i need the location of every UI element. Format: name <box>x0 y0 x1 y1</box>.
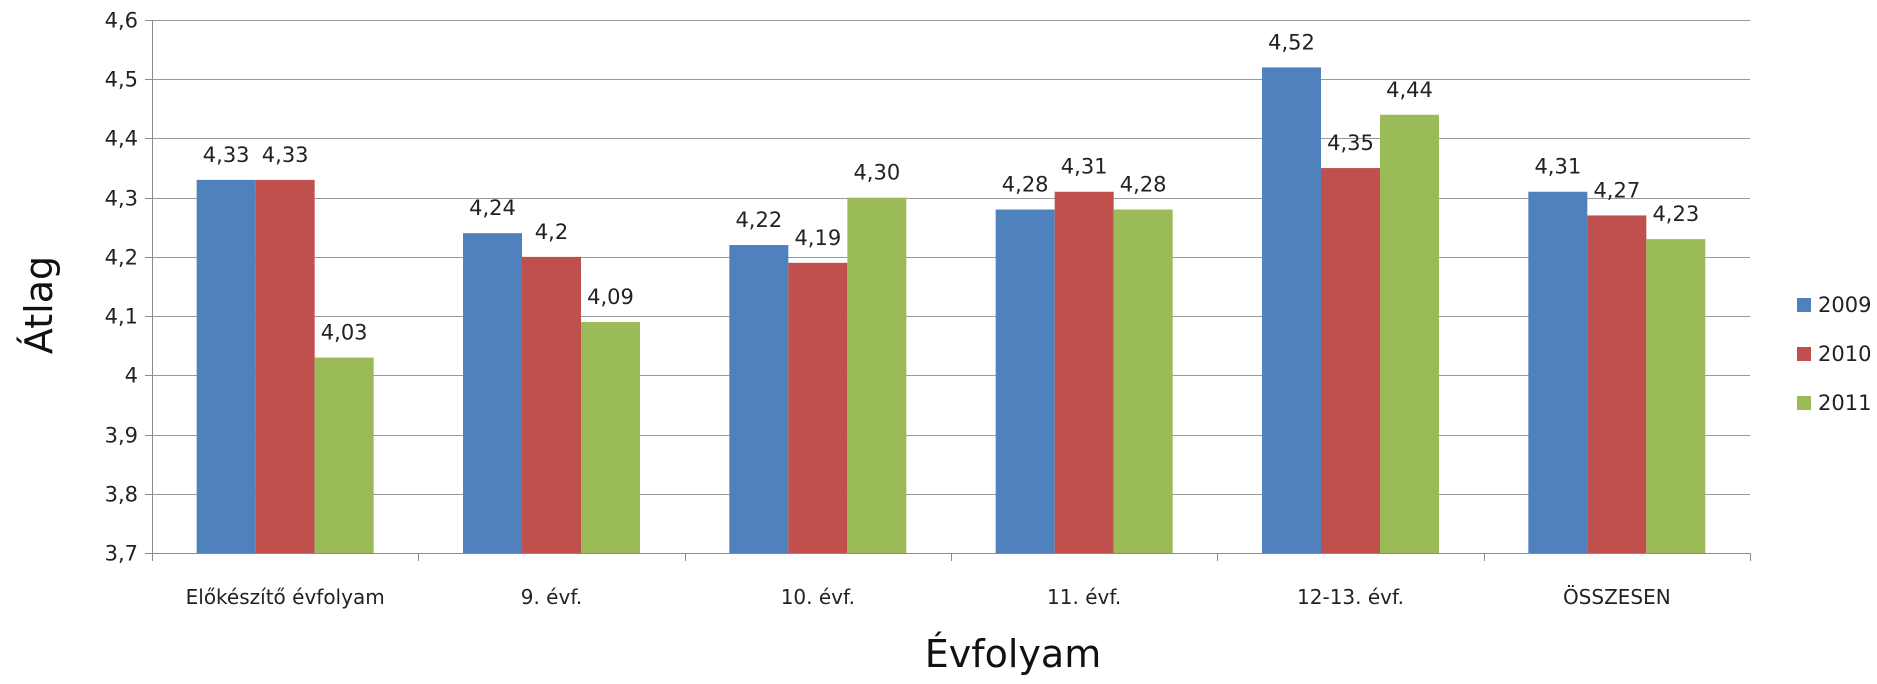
data-labels: 4,33 4,33 4,03 4,24 4,2 4,09 4,22 4,19 4,30 4,28 4… <box>203 30 1699 344</box>
bar-2011-5 <box>1646 239 1706 553</box>
data-label: 4,28 <box>1002 173 1049 197</box>
bar-2011-4 <box>1380 114 1439 553</box>
data-label: 4,09 <box>587 285 634 309</box>
axes <box>152 20 1751 561</box>
y-axis-ticks: 3,7 3,8 3,9 4 4,1 4,2 4,3 4,4 4,5 4,6 <box>105 9 152 566</box>
data-label: 4,22 <box>735 208 782 232</box>
bar-2010-0 <box>255 179 315 553</box>
y-tick-label: 4,5 <box>105 68 138 92</box>
x-category-label: 12-13. évf. <box>1297 585 1404 609</box>
legend: 2009 2010 2011 <box>1797 293 1871 415</box>
x-axis-categories: Előkészítő évfolyam 9. évf. 10. évf. 11. év… <box>186 585 1671 609</box>
data-label: 4,2 <box>535 220 568 244</box>
data-label: 4,30 <box>853 161 900 185</box>
bar-2009-2 <box>729 245 789 554</box>
legend-swatch-2009 <box>1797 298 1811 312</box>
y-tick-label: 3,9 <box>105 424 138 448</box>
y-tick-label: 4,4 <box>105 127 138 151</box>
y-tick-label: 3,7 <box>105 542 138 566</box>
data-label: 4,31 <box>1061 155 1108 179</box>
data-label: 4,31 <box>1534 155 1581 179</box>
legend-label: 2010 <box>1818 342 1871 366</box>
data-label: 4,19 <box>794 226 841 250</box>
data-label: 4,44 <box>1386 78 1433 102</box>
data-label: 4,33 <box>262 143 309 167</box>
data-label: 4,33 <box>203 143 250 167</box>
x-category-label: Előkészítő évfolyam <box>186 585 385 609</box>
y-tick-label: 4,6 <box>105 9 138 33</box>
data-label: 4,03 <box>321 321 368 345</box>
y-tick-label: 4,2 <box>105 246 138 270</box>
bar-2010-2 <box>788 262 848 553</box>
data-label: 4,24 <box>469 196 516 220</box>
data-label: 4,28 <box>1120 173 1167 197</box>
data-label: 4,52 <box>1268 30 1315 54</box>
x-category-label: 11. évf. <box>1047 585 1121 609</box>
bar-2010-5 <box>1587 215 1647 553</box>
y-axis-title: Átlag <box>17 256 61 354</box>
bar-2010-4 <box>1321 168 1380 554</box>
data-label: 4,27 <box>1593 178 1640 202</box>
x-axis-title: Évfolyam <box>925 632 1101 676</box>
bars <box>196 67 1706 554</box>
gridlines <box>152 20 1750 554</box>
x-category-label: 10. évf. <box>781 585 855 609</box>
y-tick-label: 4 <box>125 364 138 388</box>
legend-swatch-2011 <box>1797 396 1811 410</box>
bar-2009-1 <box>463 233 522 553</box>
x-category-label: ÖSSZESEN <box>1563 585 1671 609</box>
bar-2011-3 <box>1113 209 1173 553</box>
y-tick-label: 4,3 <box>105 187 138 211</box>
bar-2011-1 <box>581 322 640 553</box>
y-tick-label: 3,8 <box>105 483 138 507</box>
bar-2010-3 <box>1054 191 1114 553</box>
bar-2011-0 <box>314 357 374 553</box>
bar-2011-2 <box>847 197 907 553</box>
data-label: 4,35 <box>1327 131 1374 155</box>
legend-swatch-2010 <box>1797 347 1811 361</box>
x-category-label: 9. évf. <box>521 585 583 609</box>
legend-label: 2009 <box>1818 293 1871 317</box>
bar-2009-5 <box>1528 191 1588 553</box>
y-tick-label: 4,1 <box>105 305 138 329</box>
bar-2009-4 <box>1262 67 1321 553</box>
bar-2009-3 <box>995 209 1055 553</box>
data-label: 4,23 <box>1652 202 1699 226</box>
bar-2010-1 <box>522 256 581 553</box>
legend-label: 2011 <box>1818 391 1871 415</box>
bar-2009-0 <box>196 179 256 553</box>
